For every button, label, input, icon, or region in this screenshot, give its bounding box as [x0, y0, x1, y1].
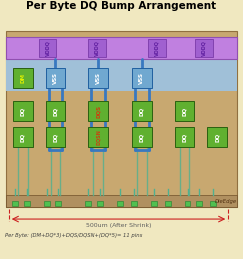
Bar: [6, 31, 237, 207]
Bar: [195, 39, 213, 57]
Bar: [88, 101, 108, 121]
Bar: [132, 68, 152, 88]
Bar: [6, 37, 237, 59]
Bar: [85, 201, 91, 206]
Bar: [131, 201, 137, 206]
Text: DQ: DQ: [53, 107, 58, 116]
Text: VSS: VSS: [139, 72, 144, 84]
Bar: [13, 68, 33, 88]
Bar: [13, 101, 33, 121]
Bar: [175, 127, 194, 147]
Bar: [46, 68, 65, 88]
Bar: [132, 127, 152, 147]
Text: VDDQ: VDDQ: [95, 40, 100, 56]
Text: VSS: VSS: [96, 72, 101, 84]
Text: VSS: VSS: [53, 72, 58, 84]
Bar: [12, 201, 18, 206]
Bar: [132, 101, 152, 121]
Bar: [196, 201, 202, 206]
Text: DQ: DQ: [139, 107, 144, 116]
Bar: [151, 201, 157, 206]
Text: DQ: DQ: [53, 133, 58, 142]
Bar: [210, 201, 216, 206]
Text: DieEdge: DieEdge: [215, 199, 237, 204]
Bar: [43, 201, 50, 206]
Bar: [88, 127, 108, 147]
Text: Per Byte DQ Bump Arrangement: Per Byte DQ Bump Arrangement: [26, 1, 217, 11]
Bar: [175, 101, 194, 121]
Bar: [207, 127, 227, 147]
Text: DM: DM: [20, 73, 25, 83]
Text: VDDQ: VDDQ: [202, 40, 207, 56]
Bar: [6, 195, 237, 207]
Text: VDDQ: VDDQ: [154, 40, 159, 56]
Text: DQ: DQ: [215, 133, 220, 142]
Bar: [24, 201, 30, 206]
Text: DQ: DQ: [139, 133, 144, 142]
Text: Per Byte: (DM+DQ*3)+DQS/DQSN+(DQ*5)= 11 pins: Per Byte: (DM+DQ*3)+DQS/DQSN+(DQ*5)= 11 …: [5, 233, 142, 238]
Bar: [88, 68, 108, 88]
Bar: [117, 201, 123, 206]
Text: 500um (After Shrink): 500um (After Shrink): [86, 223, 151, 228]
Bar: [46, 127, 65, 147]
Bar: [184, 201, 191, 206]
Bar: [88, 39, 106, 57]
Bar: [55, 201, 61, 206]
Bar: [39, 39, 56, 57]
Text: VDDQ: VDDQ: [45, 40, 50, 56]
Text: DQ: DQ: [182, 133, 187, 142]
Bar: [165, 201, 171, 206]
Bar: [97, 201, 103, 206]
Bar: [6, 59, 237, 91]
Bar: [148, 39, 166, 57]
Bar: [46, 101, 65, 121]
Text: DQ: DQ: [20, 107, 25, 116]
Text: DQSN: DQSN: [96, 129, 101, 145]
Text: DQ: DQ: [20, 133, 25, 142]
Text: DQ: DQ: [182, 107, 187, 116]
Text: DQS: DQS: [96, 105, 101, 118]
Bar: [13, 127, 33, 147]
